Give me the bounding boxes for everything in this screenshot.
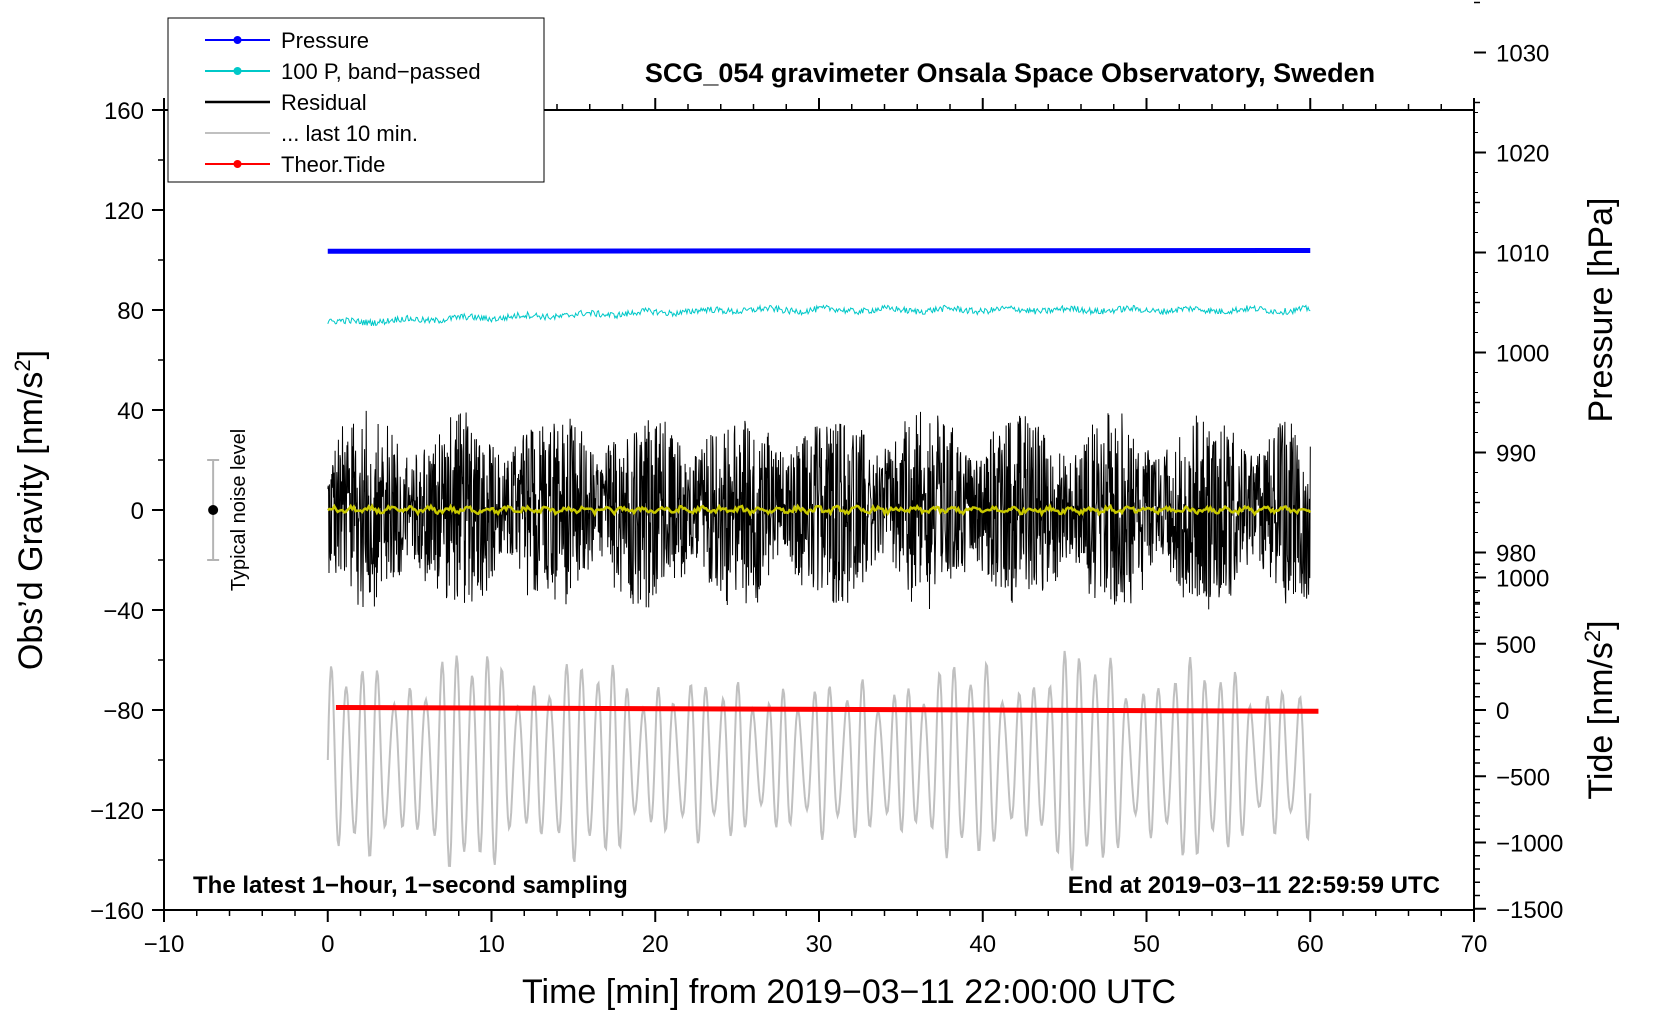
pressure-tick-label: 1010 bbox=[1496, 241, 1549, 268]
y-tick-label: −40 bbox=[103, 598, 144, 625]
annotation-bottom-left: The latest 1−hour, 1−second sampling bbox=[193, 872, 628, 899]
legend-marker bbox=[233, 36, 242, 44]
legend-label: Pressure bbox=[281, 28, 369, 53]
pressure-tick-label: 990 bbox=[1496, 441, 1536, 468]
x-tick-label: 10 bbox=[478, 931, 505, 958]
x-tick-label: 30 bbox=[806, 931, 833, 958]
pressure-axis-label: Pressure [hPa] bbox=[1582, 198, 1620, 423]
series-band-passed bbox=[327, 304, 1311, 327]
text-layer: Typical noise level−10 0 10 20 30 40 50 60 70160… bbox=[10, 41, 1620, 1012]
pressure-tick-label: 1020 bbox=[1496, 141, 1549, 168]
legend-label: Residual bbox=[281, 90, 367, 115]
y-axis-label-main: Obs’d Gravity [nm/s bbox=[12, 372, 50, 671]
noise-level-label: Typical noise level bbox=[228, 429, 250, 591]
tide-tick-label: −1500 bbox=[1496, 897, 1563, 924]
y-axis-label-sup: 2 bbox=[10, 359, 35, 371]
tide-tick-label: 500 bbox=[1496, 632, 1536, 659]
legend-marker bbox=[233, 67, 242, 75]
tide-axis-label: Tide [nm/s2] bbox=[1580, 620, 1620, 799]
y-tick-label: 80 bbox=[117, 298, 144, 325]
legend-marker bbox=[233, 160, 242, 168]
y-axis-label: Obs’d Gravity [nm/s2] bbox=[10, 350, 50, 670]
y-tick-label: −80 bbox=[103, 698, 144, 725]
series-pressure bbox=[327, 248, 1311, 254]
legend-label: ... last 10 min. bbox=[281, 121, 418, 146]
y-tick-label: 120 bbox=[104, 198, 144, 225]
tide-axis-label-main: Tide [nm/s bbox=[1582, 642, 1620, 799]
legend-label: Theor.Tide bbox=[281, 152, 385, 177]
annotation-bottom-right: End at 2019−03−11 22:59:59 UTC bbox=[1068, 872, 1440, 899]
chart-title: SCG_054 gravimeter Onsala Space Observat… bbox=[645, 58, 1375, 88]
y-tick-label: 40 bbox=[117, 398, 144, 425]
tide-tick-label: −1000 bbox=[1496, 831, 1563, 858]
x-tick-label: 40 bbox=[969, 931, 996, 958]
legend-label: 100 P, band−passed bbox=[281, 59, 481, 84]
axes-layer bbox=[152, 1, 1486, 922]
y-tick-label: −160 bbox=[90, 898, 144, 925]
tide-axis-label-end: ] bbox=[1582, 620, 1620, 629]
series-residual bbox=[327, 410, 1311, 610]
y-tick-label: 0 bbox=[131, 498, 144, 525]
series-residual-smoothed bbox=[327, 503, 1312, 518]
legend: Pressure 100 P, band−passed Residual ... la… bbox=[167, 17, 545, 183]
x-tick-label: 0 bbox=[321, 931, 334, 958]
x-tick-label: 70 bbox=[1461, 931, 1488, 958]
series-layer bbox=[207, 248, 1319, 871]
x-tick-label: 20 bbox=[642, 931, 669, 958]
y-tick-label: 160 bbox=[104, 98, 144, 125]
tide-tick-label: 1000 bbox=[1496, 566, 1549, 593]
tide-tick-label: −500 bbox=[1496, 764, 1550, 791]
x-tick-label: 50 bbox=[1133, 931, 1160, 958]
series-theoretical-tide bbox=[335, 705, 1319, 714]
pressure-tick-label: 1000 bbox=[1496, 341, 1549, 368]
x-tick-label: 60 bbox=[1297, 931, 1324, 958]
pressure-tick-label: 1030 bbox=[1496, 41, 1549, 68]
tide-axis-label-sup: 2 bbox=[1580, 630, 1605, 642]
pressure-tick-label: 980 bbox=[1496, 541, 1536, 568]
series-last-10-min bbox=[326, 650, 1312, 871]
y-axis-label-end: ] bbox=[12, 350, 50, 359]
y-tick-label: −120 bbox=[90, 798, 144, 825]
x-axis-label: Time [min] from 2019−03−11 22:00:00 UTC bbox=[522, 973, 1176, 1011]
noise-level-dot bbox=[208, 505, 219, 515]
x-tick-label: −10 bbox=[144, 931, 185, 958]
tide-tick-label: 0 bbox=[1496, 698, 1509, 725]
legend-box bbox=[167, 17, 545, 183]
